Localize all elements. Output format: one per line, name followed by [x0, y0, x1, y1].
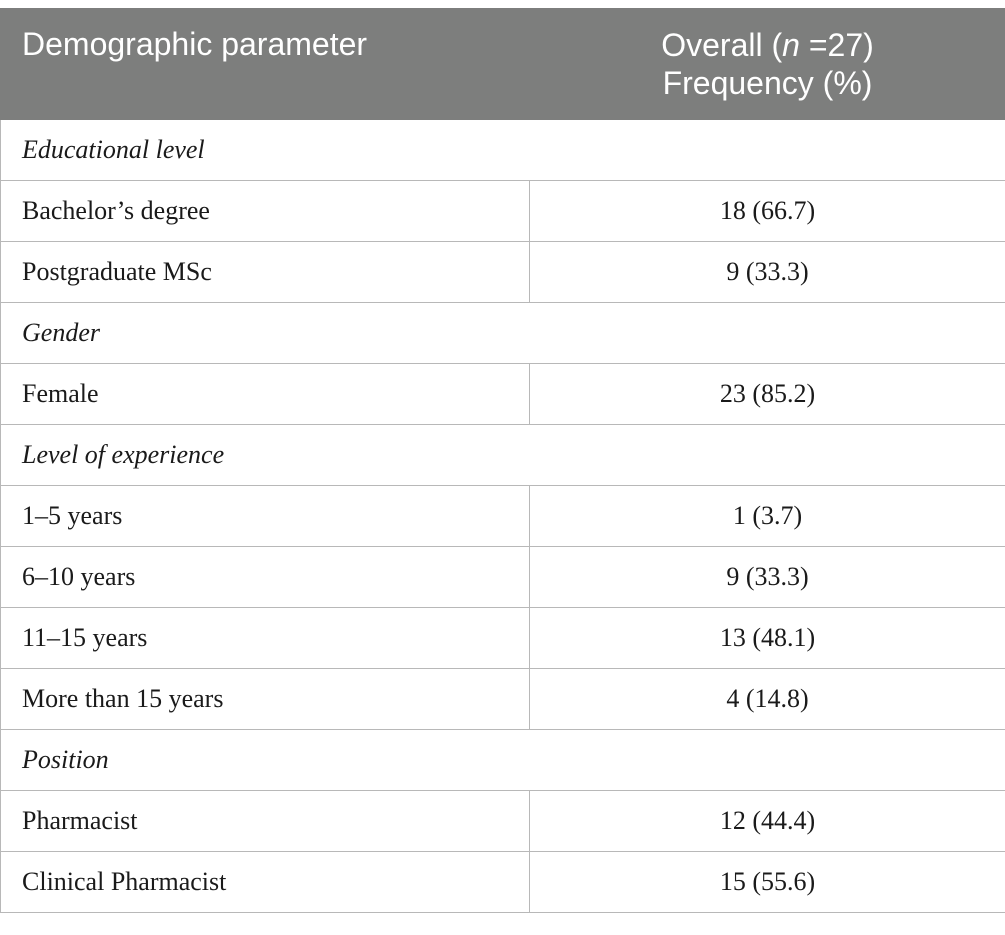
- row-value: 4 (14.8): [529, 668, 1005, 730]
- section-row: Gender: [0, 302, 1005, 364]
- row-value: 13 (48.1): [529, 607, 1005, 669]
- row-label: Clinical Pharmacist: [0, 851, 530, 913]
- section-title: Level of experience: [0, 424, 1005, 486]
- header-frequency-line: Frequency (%): [662, 65, 873, 101]
- table-row: 6–10 years 9 (33.3): [0, 546, 1005, 608]
- row-label: Postgraduate MSc: [0, 241, 530, 303]
- table-row: Clinical Pharmacist 15 (55.6): [0, 851, 1005, 913]
- row-label: 1–5 years: [0, 485, 530, 547]
- row-label: 6–10 years: [0, 546, 530, 608]
- section-title: Gender: [0, 302, 1005, 364]
- table-row: More than 15 years 4 (14.8): [0, 668, 1005, 730]
- header-overall-pre: Overall (: [661, 27, 783, 63]
- row-value: 1 (3.7): [529, 485, 1005, 547]
- header-overall-post: =27): [799, 27, 874, 63]
- header-n-symbol: n: [782, 27, 800, 63]
- row-value: 12 (44.4): [529, 790, 1005, 852]
- header-demographic-parameter: Demographic parameter: [0, 8, 530, 120]
- row-label: Bachelor’s degree: [0, 180, 530, 242]
- header-row: Demographic parameter Overall (n =27) Fr…: [0, 8, 1005, 120]
- section-title: Educational level: [0, 119, 1005, 181]
- section-row: Educational level: [0, 119, 1005, 181]
- row-label: Female: [0, 363, 530, 425]
- row-value: 15 (55.6): [529, 851, 1005, 913]
- demographics-table: Demographic parameter Overall (n =27) Fr…: [0, 8, 1005, 913]
- section-title: Position: [0, 729, 1005, 791]
- row-value: 23 (85.2): [529, 363, 1005, 425]
- table-row: Bachelor’s degree 18 (66.7): [0, 180, 1005, 242]
- table-row: Pharmacist 12 (44.4): [0, 790, 1005, 852]
- row-value: 9 (33.3): [529, 241, 1005, 303]
- table-row: 11–15 years 13 (48.1): [0, 607, 1005, 669]
- header-overall-line: Overall (n =27): [530, 26, 1005, 64]
- row-label: Pharmacist: [0, 790, 530, 852]
- header-overall-frequency: Overall (n =27) Frequency (%): [529, 8, 1005, 120]
- section-row: Position: [0, 729, 1005, 791]
- table-row: Female 23 (85.2): [0, 363, 1005, 425]
- row-value: 9 (33.3): [529, 546, 1005, 608]
- table-row: 1–5 years 1 (3.7): [0, 485, 1005, 547]
- table-row: Postgraduate MSc 9 (33.3): [0, 241, 1005, 303]
- row-label: 11–15 years: [0, 607, 530, 669]
- row-label: More than 15 years: [0, 668, 530, 730]
- row-value: 18 (66.7): [529, 180, 1005, 242]
- section-row: Level of experience: [0, 424, 1005, 486]
